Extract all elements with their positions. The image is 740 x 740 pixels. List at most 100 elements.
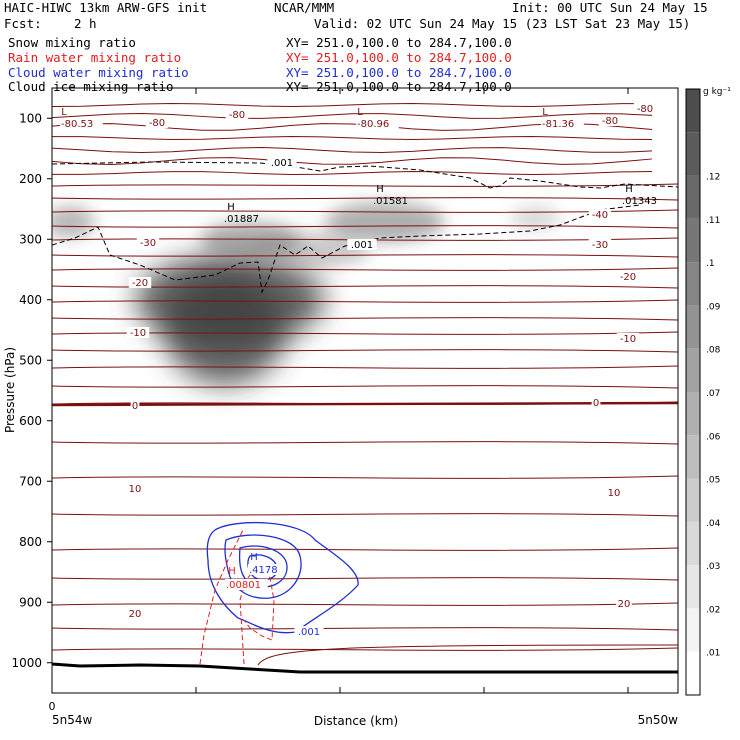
rain-water-max-value: .00801 [226,580,261,591]
colorbar-tick-label: .08 [706,346,721,356]
colorbar-swatch [686,478,700,522]
temperature-contour-label: -30 [592,240,608,251]
temperature-contour [52,147,653,154]
temperature-contour [52,237,678,241]
snow-max-marker: H [227,202,235,213]
temperature-contour [52,513,678,517]
temperature-contour [52,209,678,213]
y-tick-label-100: 100 [19,111,42,125]
temperature-contour-label-bg [598,115,622,126]
y-tick-label-800: 800 [19,535,42,549]
temperature-contour-label-bg [588,239,612,250]
temperature-min-marker: L [542,107,548,118]
colorbar-tick-label: .02 [706,605,720,615]
colorbar-swatch [686,262,700,306]
colorbar-swatch [686,521,700,566]
temperature-min-value: -80.53 [61,119,93,130]
colorbar-unit: g kg⁻¹ [703,87,731,97]
plot-frame [51,87,679,694]
cloud-water-max-marker: H [250,552,258,563]
temperature-contour-label-bg [128,277,152,288]
colorbar-tick-label: .1 [706,259,715,269]
temperature-contour [52,183,678,187]
snow-contour-label-bg [347,239,377,250]
temperature-contour [52,627,678,631]
x-end-label: 5n50w [638,713,679,727]
colorbar-swatch [686,305,700,349]
y-axis-label: Pressure (hPa) [3,347,17,433]
field-name-cloud-ice: Cloud ice mixing ratio [8,79,174,94]
temperature-contour-label-bg [591,397,601,408]
rain-water-contour [239,565,275,665]
temperature-contour-label: 10 [129,484,142,495]
y-tick-label-200: 200 [19,172,42,186]
temperature-contour [52,602,678,606]
y-tick-label-600: 600 [19,414,42,428]
temperature-contour-label-bg [127,608,143,619]
temperature-contour-label-bg [616,598,632,609]
temperature-contour-label: -10 [130,328,146,339]
colorbar-tick-label: .03 [706,562,720,572]
field-xy-rain: XY= 251.0,100.0 to 284.7,100.0 [286,50,512,65]
temperature-contour [52,365,678,369]
temperature-contour [52,136,653,141]
temperature-contour [52,197,678,201]
temperature-contour-label-bg [136,237,160,248]
cloud-water-contour-label-bg [294,626,324,637]
temperature-contour [52,113,653,119]
field-name-cloud-water: Cloud water mixing ratio [8,65,189,80]
x-axis-label: Distance (km) [314,714,398,728]
temperature-contour [52,171,653,175]
snow-max-value: .01887 [224,214,259,225]
temperature-min-value-bg [541,118,584,129]
field-xy-cloud-water: XY= 251.0,100.0 to 284.7,100.0 [286,65,512,80]
temperature-contour-label: -80 [229,110,245,121]
temperature-contour-label: -80 [637,104,653,115]
temperature-contour-label-bg [225,109,249,120]
colorbar-swatch [686,348,700,392]
colorbar-swatch [686,89,700,133]
y-tick-label-500: 500 [19,353,42,367]
colorbar-tick-label: .12 [706,173,720,183]
temperature-contour-label: -30 [140,238,156,249]
field-name-rain: Rain water mixing ratio [8,50,182,65]
field-xy-snow: XY= 251.0,100.0 to 284.7,100.0 [286,35,512,50]
cloud-water-max-value: .4178 [249,565,278,576]
y-tick-label-1000: 1000 [11,656,42,670]
colorbar-swatch [686,132,700,176]
temperature-contour-label: -40 [592,210,608,221]
temperature-contour-label-bg [606,487,622,498]
temperature-contour-label: 10 [608,488,621,499]
temperature-contour-label: 0 [593,398,599,409]
colorbar: .01 .02 .03 .04 .05 .06 .07 .08 .09 .1 .11 .12 [685,88,721,696]
colorbar-swatch [686,218,700,263]
colorbar-frame [685,88,701,696]
colorbar-tick-label: .11 [706,216,720,226]
snow-contour-label-bg [267,157,297,168]
snow-max-value: .01581 [373,196,408,207]
snow-shading [52,202,560,385]
temperature-contour [52,103,653,107]
temperature-contour [52,317,678,321]
temperature-contour-label: -20 [620,272,636,283]
temperature-contour-label-bg [127,483,143,494]
temperature-min-value-bg [356,118,399,129]
temperature-contour-label: -80 [602,116,618,127]
model-title: HAIC-HIWC 13km ARW-GFS init [4,0,208,15]
temperature-contour [52,267,678,271]
temperature-contour [52,647,678,651]
forecast-label: Fcst: [4,16,42,31]
temperature-contour-label: 20 [129,609,142,620]
org-label: NCAR/MMM [274,0,335,15]
temperature-min-marker: L [61,107,67,118]
x-tick-zero: 0 [49,700,56,713]
temperature-contour [52,285,678,289]
temperature-contour [52,441,678,445]
temperature-min-marker: L [357,107,363,118]
colorbar-swatch [686,608,700,652]
y-tick-label-700: 700 [19,474,42,488]
cloud-water-max-value-bg [248,564,284,575]
temperature-contour-label: -20 [132,278,148,289]
field-name-snow: Snow mixing ratio [8,35,136,50]
